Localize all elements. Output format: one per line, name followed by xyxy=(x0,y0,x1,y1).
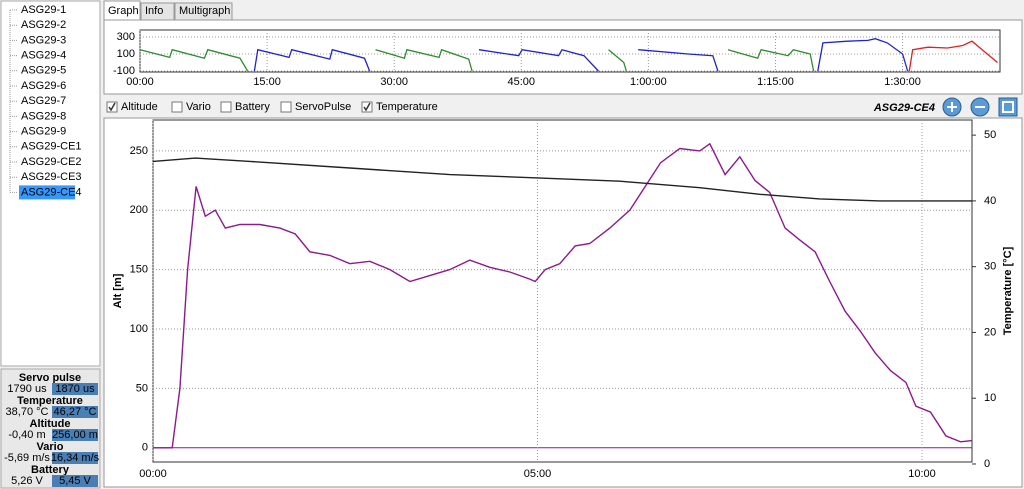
stat-max-box xyxy=(52,383,98,395)
tree-item[interactable]: ASG29-CE2 xyxy=(21,156,82,168)
tree-item[interactable]: ASG29-1 xyxy=(21,4,66,16)
graph-title: ASG29-CE4 xyxy=(873,102,935,114)
tree-item[interactable]: ASG29-3 xyxy=(21,34,66,46)
checkmark xyxy=(363,102,371,112)
y-tick-label: 250 xyxy=(130,145,148,157)
y-tick-label: 150 xyxy=(130,264,148,276)
y2-tick-label: 30 xyxy=(984,261,996,273)
y-tick-label: -100 xyxy=(113,65,135,77)
checkbox-label[interactable]: Temperature xyxy=(376,101,438,113)
tree-item[interactable]: ASG29-7 xyxy=(21,95,66,107)
zoom-fit[interactable] xyxy=(998,97,1018,117)
stat-max: 46,27 °C xyxy=(54,406,97,418)
stat-max-box xyxy=(52,475,98,487)
graph-panel xyxy=(103,117,1023,488)
y-tick-label: 200 xyxy=(130,204,148,216)
tree-item[interactable]: ASG29-CE1 xyxy=(21,141,82,153)
series-line xyxy=(908,40,998,72)
stat-min: -5,69 m/s xyxy=(4,452,50,464)
stat-max: 5,45 V xyxy=(59,475,91,487)
stat-min: 5,26 V xyxy=(11,475,43,487)
tree-item[interactable]: ASG29-CE3 xyxy=(21,171,82,183)
tab-label[interactable]: Graph xyxy=(108,5,139,17)
x-tick-label: 10:00 xyxy=(908,468,936,480)
stat-min: 1790 us xyxy=(7,383,47,395)
stat-name: Battery xyxy=(31,464,70,476)
checkbox-label[interactable]: ServoPulse xyxy=(295,101,351,113)
stat-min: 38,70 °C xyxy=(6,406,49,418)
checkbox[interactable] xyxy=(171,101,183,113)
checkbox-label[interactable]: Vario xyxy=(186,101,211,113)
stat-max: 1870 us xyxy=(55,383,95,395)
x-tick-label: 05:00 xyxy=(524,468,552,480)
tree-item[interactable]: ASG29-6 xyxy=(21,80,66,92)
selected-highlight xyxy=(19,185,75,200)
x-tick-label: 30:00 xyxy=(380,76,408,88)
stat-max-box xyxy=(52,406,98,418)
y-axis-label: Alt [m] xyxy=(112,273,124,308)
tree-panel xyxy=(0,0,101,367)
checkbox[interactable] xyxy=(220,101,232,113)
y2-tick-label: 40 xyxy=(984,195,996,207)
stat-name: Temperature xyxy=(17,395,83,407)
stat-max: 256,00 m xyxy=(52,429,98,441)
tab[interactable] xyxy=(140,2,175,21)
x-tick-label: 00:00 xyxy=(139,468,167,480)
checkbox-label[interactable]: Altitude xyxy=(121,101,158,113)
tab-label[interactable]: Multigraph xyxy=(179,5,230,17)
stat-name: Altitude xyxy=(30,418,71,430)
tree-item[interactable]: ASG29-8 xyxy=(21,110,66,122)
series-line xyxy=(253,38,909,72)
checkbox-label[interactable]: Battery xyxy=(235,101,270,113)
stat-min: -0,40 m xyxy=(8,429,45,441)
y-tick-label: 0 xyxy=(142,442,148,454)
series-line xyxy=(139,48,815,72)
checkmark xyxy=(108,102,116,112)
y2-axis-label: Temperature [°C] xyxy=(1002,246,1014,335)
y2-tick-label: 50 xyxy=(984,129,996,141)
y2-tick-label: 20 xyxy=(984,326,996,338)
stat-name: Servo pulse xyxy=(19,372,81,384)
tab[interactable] xyxy=(103,0,141,21)
stat-max-box xyxy=(52,452,98,464)
tree-item[interactable]: ASG29-4 xyxy=(21,50,66,62)
x-tick-label: 1:30:00 xyxy=(884,76,921,88)
stat-name: Vario xyxy=(37,441,64,453)
tree-item[interactable]: ASG29-9 xyxy=(21,126,66,138)
tab[interactable] xyxy=(174,2,233,21)
y-tick-label: 100 xyxy=(130,323,148,335)
tab-label[interactable]: Info xyxy=(145,5,163,17)
x-tick-label: 00:00 xyxy=(126,76,154,88)
x-tick-label: 1:00:00 xyxy=(630,76,667,88)
x-tick-label: 1:15:00 xyxy=(757,76,794,88)
stat-max-box xyxy=(52,429,98,441)
x-tick-label: 45:00 xyxy=(508,76,536,88)
series-line xyxy=(152,157,972,202)
y2-tick-label: 0 xyxy=(984,458,990,470)
zoom-in[interactable] xyxy=(942,97,962,117)
y-tick-label: 50 xyxy=(136,382,148,394)
y-tick-label: 100 xyxy=(117,48,135,60)
tree-item[interactable]: ASG29-CE4 xyxy=(21,186,82,198)
series-line xyxy=(153,142,973,449)
y2-tick-label: 10 xyxy=(984,392,996,404)
checkbox[interactable] xyxy=(280,101,292,113)
tree-item[interactable]: ASG29-2 xyxy=(21,19,66,31)
tree-item[interactable]: ASG29-5 xyxy=(21,65,66,77)
stat-max: 16,34 m/s xyxy=(51,452,100,464)
zoom-out[interactable] xyxy=(970,97,990,117)
y-tick-label: 300 xyxy=(117,31,135,43)
x-tick-label: 15:00 xyxy=(253,76,281,88)
